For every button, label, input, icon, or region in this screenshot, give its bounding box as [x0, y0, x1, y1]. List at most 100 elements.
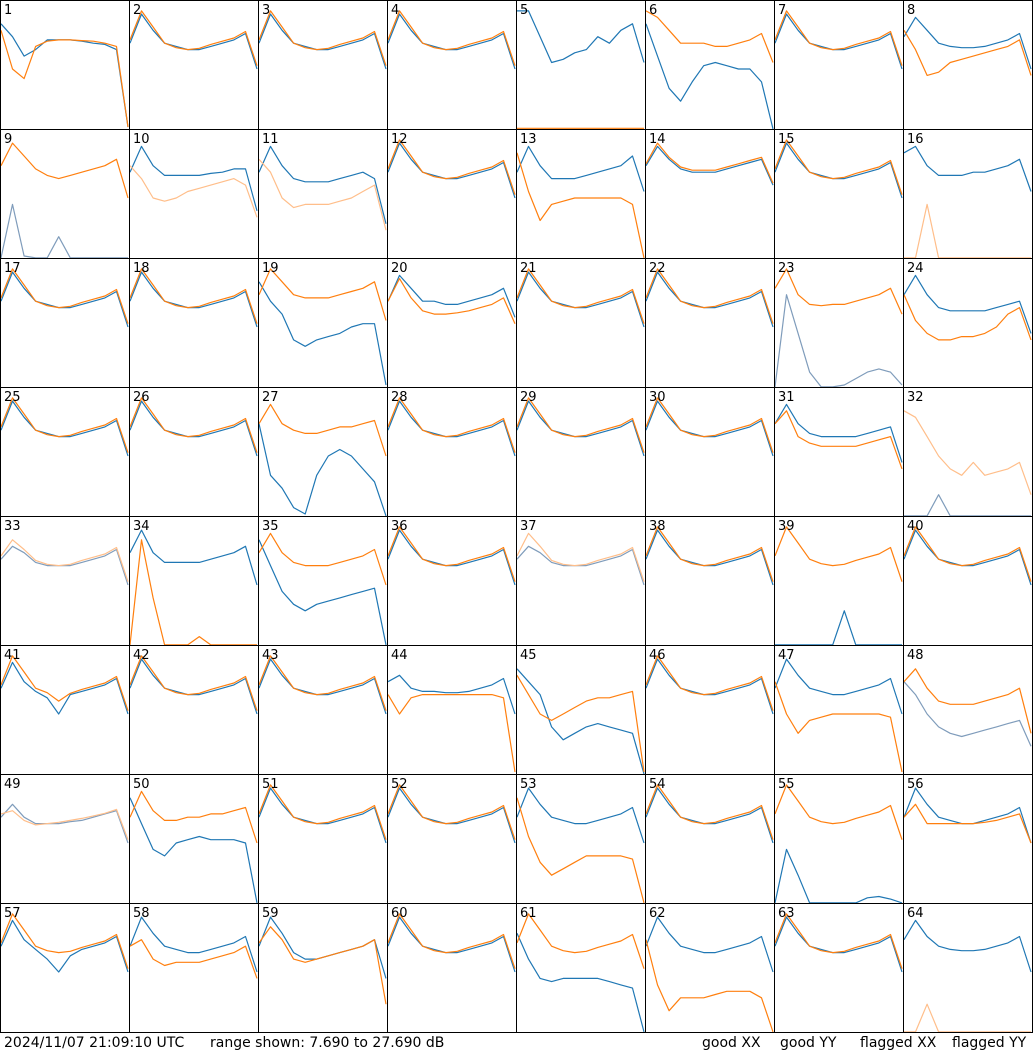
- spectrum-line: [129, 397, 258, 453]
- panel-title: 54: [649, 777, 666, 792]
- panel-title: 57: [4, 906, 21, 921]
- panel-title: 51: [262, 777, 279, 792]
- panel: [0, 803, 129, 844]
- spectrum-line: [774, 913, 903, 969]
- panel: [258, 784, 387, 844]
- panel: [0, 397, 129, 457]
- spectrum-line: [645, 784, 774, 840]
- spectrum-line: [904, 494, 1031, 516]
- spectrum-line: [903, 803, 1032, 844]
- panel: [774, 268, 903, 387]
- panel-title: 52: [391, 777, 408, 792]
- spectrum-line: [387, 274, 516, 318]
- spectrum-line: [904, 203, 1031, 258]
- panel: [903, 145, 1032, 258]
- spectrum-line: [0, 142, 129, 199]
- spectrum-line: [903, 16, 1032, 70]
- panel: [0, 913, 129, 973]
- panel: [645, 142, 774, 186]
- spectrum-line: [258, 158, 387, 231]
- panel-title: 15: [778, 132, 795, 147]
- spectrum-line: [387, 787, 516, 844]
- spectrum-line: [774, 784, 903, 840]
- panel: [0, 23, 129, 128]
- spectrum-line: [129, 939, 258, 979]
- panel-title: 58: [133, 906, 150, 921]
- spectrum-line: [129, 165, 258, 218]
- spectrum-line: [903, 274, 1032, 334]
- spectrum-line: [903, 681, 1032, 747]
- timestamp: 2024/11/07 21:09:10 UTC: [4, 1035, 184, 1051]
- panel-title: 21: [520, 261, 537, 276]
- spectrum-line: [904, 1003, 1031, 1032]
- panel-title: 32: [907, 390, 924, 405]
- spectrum-line: [774, 658, 903, 715]
- panel: [645, 526, 774, 586]
- panel-title: 6: [649, 3, 657, 18]
- panel: [129, 790, 258, 903]
- spectrum-line: [0, 913, 129, 969]
- panel-title: 60: [391, 906, 408, 921]
- panel: [774, 784, 903, 903]
- panel: [903, 526, 1032, 586]
- panel-title: 9: [4, 132, 12, 147]
- spectrum-line: [645, 939, 774, 1032]
- spectrum-line: [0, 203, 128, 258]
- spectrum-line: [774, 848, 903, 903]
- spectrum-line: [0, 400, 129, 457]
- spectrum-line: [903, 294, 1032, 341]
- spectrum-line: [645, 658, 774, 715]
- panel-title: 11: [262, 132, 279, 147]
- panel-title: 1: [4, 3, 12, 18]
- spectrum-line: [258, 539, 387, 645]
- spectrum-line: [516, 933, 645, 1032]
- spectrum-line: [387, 526, 516, 582]
- panel-title: 62: [649, 906, 666, 921]
- spectrum-line: [129, 400, 258, 457]
- spectrum-line: [258, 926, 387, 1005]
- panel-title: 23: [778, 261, 795, 276]
- panel: [258, 403, 387, 516]
- spectrum-line: [258, 10, 387, 66]
- spectrum-line: [387, 142, 516, 199]
- panel: [774, 10, 903, 70]
- range-label: range shown: 7.690 to 27.690 dB: [210, 1035, 444, 1051]
- spectrum-line: [129, 916, 258, 973]
- spectrum-line: [903, 526, 1032, 582]
- spectrum-line: [645, 529, 774, 586]
- panel-title: 29: [520, 390, 537, 405]
- spectrum-line: [645, 400, 774, 457]
- spectrum-line: [516, 152, 645, 258]
- spectrum-line: [129, 271, 258, 328]
- panel-title: 7: [778, 3, 786, 18]
- panel: [645, 655, 774, 715]
- panel-title: 14: [649, 132, 666, 147]
- spectrum-line: [387, 400, 516, 457]
- spectrum-line: [903, 919, 1032, 973]
- spectrum-line: [0, 539, 129, 582]
- spectrum-line: [387, 529, 516, 586]
- panel-title: 49: [4, 777, 21, 792]
- spectrum-line: [516, 674, 645, 773]
- legend-entry: good YY: [780, 1035, 837, 1051]
- panel: [129, 529, 258, 645]
- spectrum-line: [645, 271, 774, 328]
- spectrum-line: [129, 13, 258, 70]
- spectrum-line: [258, 268, 387, 321]
- panel-title: 24: [907, 261, 924, 276]
- panel-title: 16: [907, 132, 924, 147]
- panel: [903, 274, 1032, 341]
- spectrum-line: [258, 13, 387, 70]
- panel: [258, 268, 387, 386]
- spectrum-line: [258, 423, 387, 516]
- panel: [0, 268, 129, 328]
- panel-title: 3: [262, 3, 270, 18]
- spectrum-line: [387, 913, 516, 969]
- spectrum-line: [258, 655, 387, 711]
- panel-title: 4: [391, 3, 399, 18]
- spectrum-line: [387, 10, 516, 66]
- panel-title: 26: [133, 390, 150, 405]
- spectrum-line: [645, 916, 774, 973]
- spectrum-line: [0, 919, 129, 973]
- spectrum-line: [774, 681, 903, 773]
